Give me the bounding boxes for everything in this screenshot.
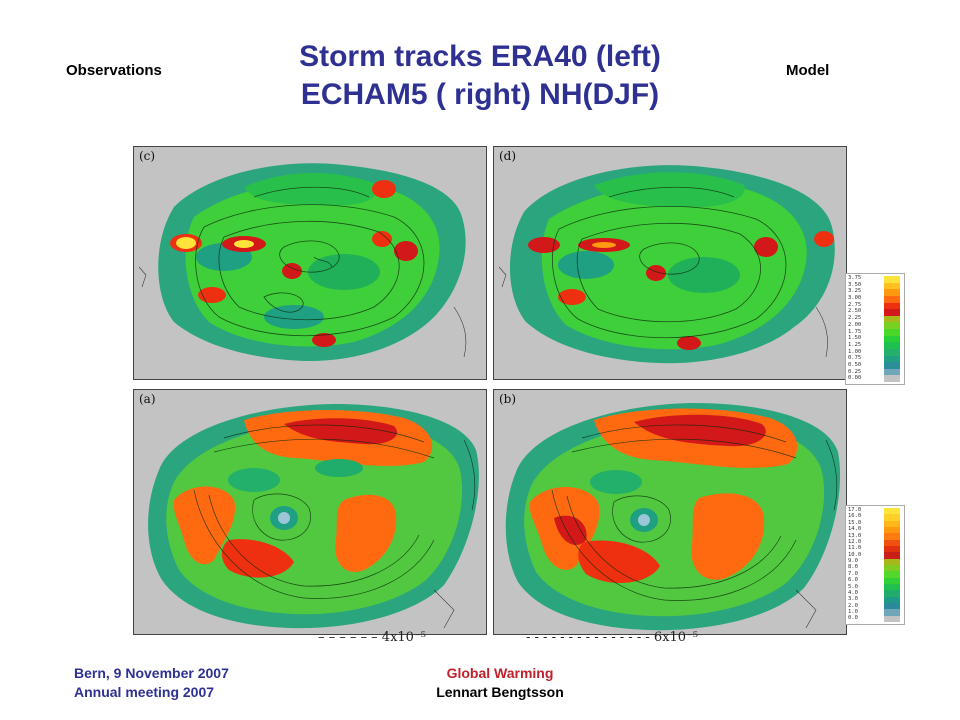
colorbar-swatch xyxy=(884,302,900,310)
model-label: Model xyxy=(786,62,830,79)
colorbar-tick-label: 0.75 xyxy=(848,355,862,362)
colorbar-swatch xyxy=(884,289,900,296)
colorbar-tick-label: 6.0 xyxy=(848,577,858,584)
slide-title: Storm tracks ERA40 (left) ECHAM5 ( right… xyxy=(200,38,760,114)
colorbar-swatch xyxy=(884,583,900,591)
colorbar-tick-label: 11.0 xyxy=(848,545,862,552)
storm-track-map-c xyxy=(138,163,467,362)
colorbar-tick-label: 3.25 xyxy=(848,288,862,295)
colorbar-swatch xyxy=(884,315,900,323)
colorbar-tick-label: 2.75 xyxy=(848,301,862,308)
footer-author: Lennart Bengtsson xyxy=(436,684,564,700)
contour-legend-right: - - - - - - - - - - - - - - - 6x10⁻⁵ xyxy=(526,630,699,645)
map-panel-a: (a) xyxy=(133,389,487,635)
footer-center: Global Warming Lennart Bengtsson xyxy=(380,664,620,702)
colorbar-tick-label: 2.50 xyxy=(848,308,862,315)
colorbar-tick-label: 3.0 xyxy=(848,596,858,603)
colorbar-swatch xyxy=(884,558,900,565)
colorbar-tick-label: 3.75 xyxy=(848,275,862,281)
colorbar-tick-label: 17.0 xyxy=(848,507,862,513)
colorbar-swatch xyxy=(884,514,900,521)
colorbar-top: 3.75 3.50 3.25 3.00 2.75 2.50 2.25 2.00 1.75 1.50… xyxy=(845,273,905,385)
map-panel-d: (d) xyxy=(493,146,847,380)
colorbar-tick-label: 1.25 xyxy=(848,341,862,348)
colorbar-swatch xyxy=(884,368,900,376)
colorbar-swatch xyxy=(884,590,900,597)
colorbar-tick-label: 12.0 xyxy=(848,538,862,545)
colorbar-swatch xyxy=(884,539,900,546)
colorbar-swatch xyxy=(884,335,900,343)
colorbar-bottom-swatches xyxy=(884,508,900,622)
panel-letter-c: (c) xyxy=(139,149,156,163)
colorbar-tick-label: 13.0 xyxy=(848,532,862,539)
colorbar-swatch xyxy=(884,533,900,540)
colorbar-tick-label: 2.0 xyxy=(848,602,858,609)
colorbar-tick-label: 1.75 xyxy=(848,328,862,335)
colorbar-bottom-ticks: 17.0 16.0 15.0 14.0 13.0 12.0 11.0 10.0 9.0 8.0 7.… xyxy=(848,507,880,622)
footer-date: Bern, 9 November 2007 xyxy=(74,665,229,681)
map-panel-c: (c) xyxy=(133,146,487,380)
colorbar-tick-label: 9.0 xyxy=(848,558,858,564)
colorbar-swatch xyxy=(884,564,900,572)
colorbar-swatch xyxy=(884,609,900,616)
colorbar-tick-label: 3.00 xyxy=(848,295,862,302)
colorbar-swatch xyxy=(884,329,900,336)
colorbar-tick-label: 0.00 xyxy=(848,375,862,382)
colorbar-tick-label: 14.0 xyxy=(848,526,862,533)
colorbar-bottom: 17.0 16.0 15.0 14.0 13.0 12.0 11.0 10.0 9.0 8.0 7.… xyxy=(845,505,905,625)
colorbar-swatch xyxy=(884,508,900,515)
colorbar-top-ticks: 3.75 3.50 3.25 3.00 2.75 2.50 2.25 2.00 1.75 1.50… xyxy=(848,275,880,382)
panel-letter-a: (a) xyxy=(139,392,156,406)
colorbar-tick-label: 0.25 xyxy=(848,368,862,375)
footer-left: Bern, 9 November 2007 Annual meeting 200… xyxy=(74,664,229,702)
footer-meeting: Annual meeting 2007 xyxy=(74,684,215,700)
colorbar-tick-label: 1.00 xyxy=(848,348,862,355)
colorbar-swatch xyxy=(884,615,900,622)
colorbar-tick-label: 15.0 xyxy=(848,519,862,526)
colorbar-swatch xyxy=(884,602,900,610)
colorbar-tick-label: 3.50 xyxy=(848,281,862,288)
footer-topic: Global Warming xyxy=(446,665,554,681)
colorbar-top-swatches xyxy=(884,276,900,382)
colorbar-swatch xyxy=(884,520,900,527)
colorbar-tick-label: 5.0 xyxy=(848,583,858,590)
panel-letter-d: (d) xyxy=(499,149,517,163)
colorbar-tick-label: 1.0 xyxy=(848,609,858,615)
storm-track-map-a xyxy=(148,404,479,629)
map-panel-b: (b) xyxy=(493,389,847,635)
colorbar-tick-label: 2.25 xyxy=(848,315,862,322)
panel-letter-b: (b) xyxy=(499,392,517,406)
colorbar-swatch xyxy=(884,552,900,559)
colorbar-swatch xyxy=(884,545,900,553)
storm-track-map-d xyxy=(498,165,835,364)
contour-legend-left: – – – – – – 4x10⁻⁵ xyxy=(318,630,427,645)
colorbar-swatch xyxy=(884,596,900,603)
title-line-2: ECHAM5 ( right) NH(DJF) xyxy=(300,78,660,111)
colorbar-swatch xyxy=(884,348,900,356)
colorbar-tick-label: 4.0 xyxy=(848,589,858,596)
storm-track-map-b xyxy=(505,403,841,631)
colorbar-swatch xyxy=(884,355,900,363)
colorbar-swatch xyxy=(884,571,900,578)
colorbar-tick-label: 7.0 xyxy=(848,570,858,577)
colorbar-tick-label: 16.0 xyxy=(848,513,862,520)
colorbar-tick-label: 10.0 xyxy=(848,551,862,558)
colorbar-swatch xyxy=(884,276,900,283)
colorbar-tick-label: 8.0 xyxy=(848,564,858,571)
colorbar-tick-label: 0.50 xyxy=(848,361,862,368)
colorbar-swatch xyxy=(884,295,900,303)
colorbar-swatch xyxy=(884,577,900,584)
colorbar-swatch xyxy=(884,342,900,349)
colorbar-tick-label: 0.0 xyxy=(848,615,858,622)
colorbar-tick-label: 2.00 xyxy=(848,321,862,328)
colorbar-swatch xyxy=(884,362,900,369)
colorbar-tick-label: 1.50 xyxy=(848,335,862,342)
colorbar-swatch xyxy=(884,282,900,290)
title-line-1: Storm tracks ERA40 (left) xyxy=(299,40,661,73)
colorbar-swatch xyxy=(884,526,900,534)
colorbar-swatch xyxy=(884,375,900,382)
colorbar-swatch xyxy=(884,322,900,329)
colorbar-swatch xyxy=(884,309,900,316)
observations-label: Observations xyxy=(66,62,162,79)
